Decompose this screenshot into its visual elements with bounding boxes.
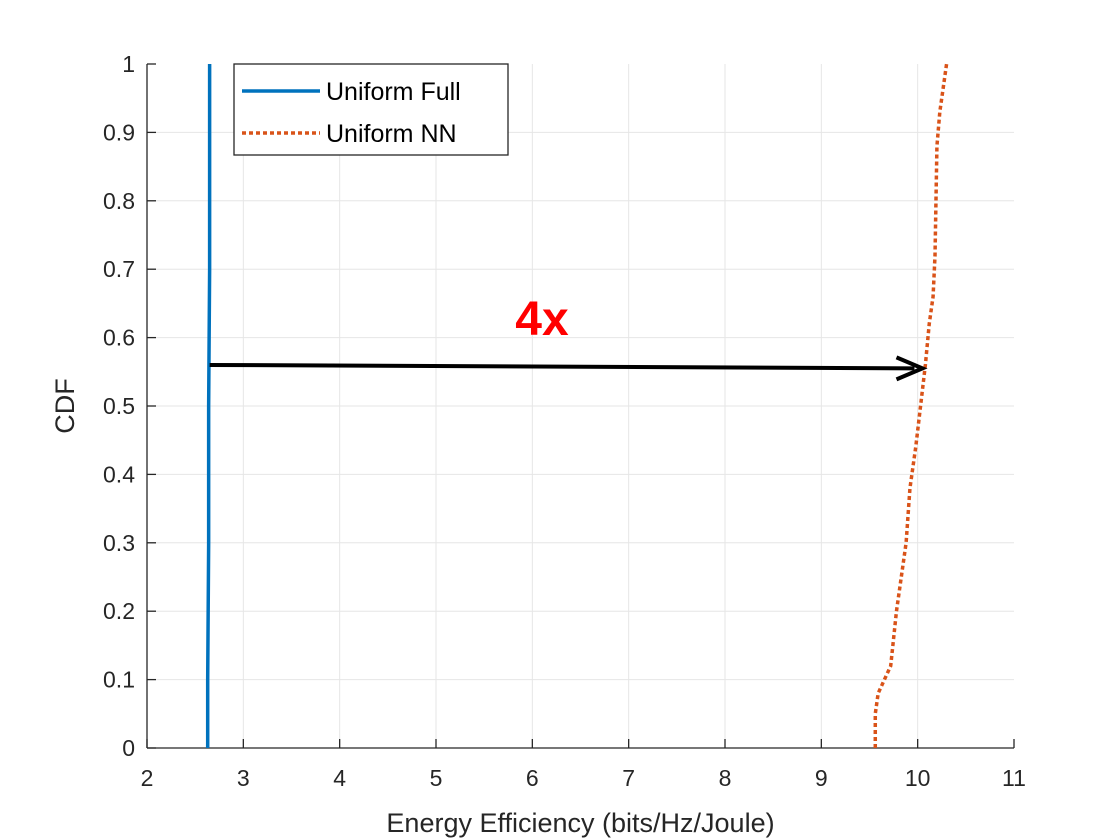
y-tick-label: 0.7 — [103, 256, 135, 282]
y-tick-label: 0.5 — [103, 393, 135, 419]
x-tick-label: 5 — [430, 765, 443, 791]
x-tick-label: 8 — [719, 765, 732, 791]
y-tick-label: 0.2 — [103, 598, 135, 624]
grid-lines — [147, 64, 1014, 748]
x-tick-label: 9 — [815, 765, 828, 791]
y-tick-label: 0.8 — [103, 188, 135, 214]
legend-label-2: Uniform NN — [326, 120, 457, 148]
x-tick-label: 2 — [141, 765, 154, 791]
y-tick-label: 0 — [122, 735, 135, 761]
x-tick-label: 10 — [905, 765, 931, 791]
x-axis-label: Energy Efficiency (bits/Hz/Joule) — [386, 808, 774, 838]
y-tick-label: 0.1 — [103, 667, 135, 693]
legend-box — [233, 63, 509, 156]
series-line-1 — [205, 64, 212, 748]
y-tick-label: 0.6 — [103, 325, 135, 351]
x-tick-label: 4 — [333, 765, 346, 791]
series-layer — [205, 63, 949, 748]
x-tick-label: 6 — [526, 765, 539, 791]
annotation-arrow-head — [895, 355, 928, 382]
y-tick-label: 0.4 — [103, 461, 135, 487]
legend-label-1: Uniform Full — [326, 78, 461, 106]
annotation-text: 4x — [515, 293, 569, 346]
axes: 2 3 4 5 6 7 8 9 10 11 0 0.1 0.2 0.3 0.4 0.5 0.6 0.7 0.8 0.9… — [103, 51, 1026, 791]
y-axis-label: CDF — [50, 378, 80, 434]
x-tick-label: 11 — [1002, 765, 1026, 791]
annotation-layer: 4x — [209, 293, 928, 382]
y-tick-label: 1 — [122, 51, 135, 77]
x-tick-label: 7 — [622, 765, 635, 791]
x-tick-label: 3 — [237, 765, 250, 791]
annotation-arrow-line — [209, 362, 915, 371]
y-tick-label: 0.3 — [103, 530, 135, 556]
y-tick-label: 0.9 — [103, 119, 135, 145]
legend: Uniform Full Uniform NN — [233, 63, 509, 156]
series-line-2 — [873, 63, 949, 748]
